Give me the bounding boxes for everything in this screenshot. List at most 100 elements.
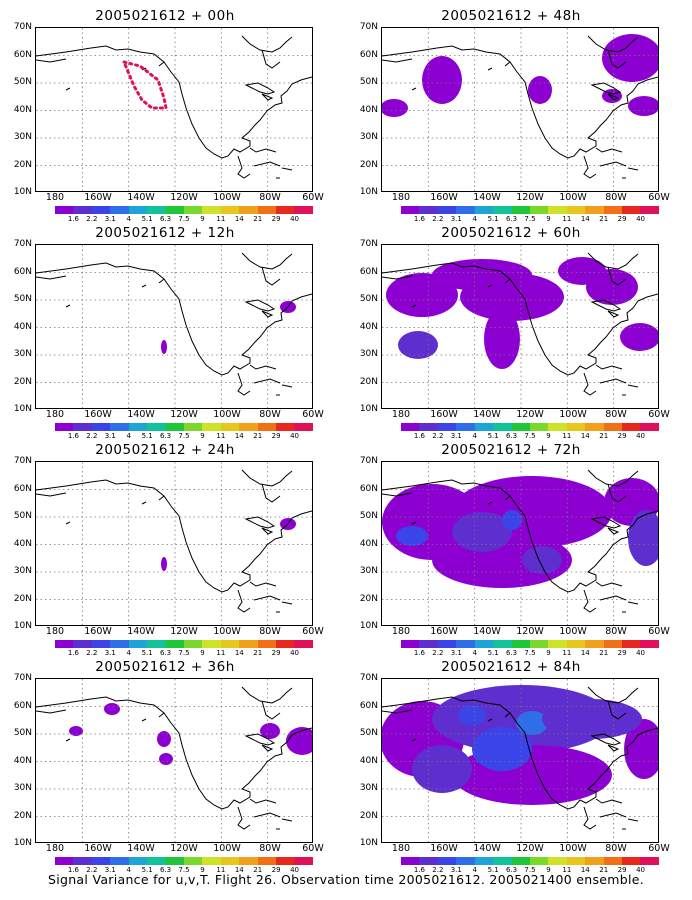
coastline [241, 252, 293, 286]
colorbar-label: 9 [200, 215, 205, 223]
colorbar-swatch [419, 423, 438, 431]
latitude-tick-label: 50N [359, 728, 378, 738]
latitude-tick-label: 70N [359, 456, 378, 466]
longitude-tick-label: 60W [302, 192, 324, 203]
variance-contour [386, 273, 458, 317]
longitude-tick-label: 80W [259, 409, 281, 420]
latitude-tick-label: 40N [13, 538, 32, 549]
coastline [587, 252, 639, 286]
colorbar-label: 29 [271, 432, 281, 440]
latitude-tick-label: 40N [359, 755, 378, 766]
colorbar-label: 40 [636, 432, 646, 440]
colorbar-swatch [548, 640, 567, 648]
colorbar-swatch [566, 423, 586, 431]
colorbar-label: 7.5 [524, 215, 536, 223]
colorbar-swatch [640, 423, 659, 431]
colorbar-swatch [529, 640, 549, 648]
colorbar-swatch [183, 857, 203, 865]
colorbar-swatch [603, 423, 623, 431]
map-panel: 2005021612 + 00h 70N 60N 50N 40N 30N 20N 10N 180… [0, 6, 330, 223]
longitude-tick-label: 120W [516, 409, 544, 420]
latitude-tick-label: 60N [359, 483, 378, 494]
latitude-tick-label: 20N [359, 376, 378, 387]
colorbar-label: 29 [617, 432, 627, 440]
longitude-tick-label: 140W [127, 843, 155, 854]
coastline [587, 35, 639, 69]
colorbar-label: 1.6 [67, 866, 79, 874]
latitude-tick-label: 30N [13, 566, 32, 576]
variance-contour [484, 309, 520, 369]
longitude-tick-label: 160W [430, 843, 458, 854]
colorbar-label: 5.1 [141, 649, 153, 657]
variance-contour [422, 56, 462, 104]
longitude-tick-label: 120W [170, 409, 198, 420]
colorbar-label: 9 [200, 432, 205, 440]
latitude-tick-label: 70N [359, 22, 378, 32]
colorbar-label: 40 [290, 215, 300, 223]
variance-contour [161, 340, 167, 354]
colorbar-swatch [128, 857, 148, 865]
colorbar-swatch [437, 206, 457, 214]
colorbar-swatch [220, 206, 240, 214]
colorbar-swatch [165, 640, 184, 648]
colorbar-label: 21 [599, 866, 609, 874]
colorbar-label: 1.6 [413, 215, 425, 223]
colorbar-swatch [147, 640, 166, 648]
colorbar-label: 40 [290, 866, 300, 874]
coastline [382, 479, 658, 613]
latitude-tick-label: 20N [13, 810, 32, 821]
latitude-tick-label: 10N [13, 187, 32, 197]
colorbar-swatch [474, 857, 494, 865]
colorbar-swatch [622, 206, 641, 214]
colorbar-label: 11 [562, 649, 572, 657]
coastline [244, 82, 276, 101]
colorbar-label: 5.1 [487, 432, 499, 440]
colorbar-label: 21 [599, 215, 609, 223]
colorbar-swatch [55, 423, 74, 431]
coastline [411, 501, 639, 613]
latitude-tick-label: 60N [13, 266, 32, 277]
colorbar [401, 857, 659, 865]
colorbar-swatch [202, 206, 221, 214]
colorbar-swatch [257, 640, 277, 648]
colorbar-swatch [529, 857, 549, 865]
variance-contour [396, 526, 428, 546]
longitude-tick-label: 120W [170, 192, 198, 203]
colorbar-swatch [239, 423, 258, 431]
latitude-tick-label: 10N [359, 621, 378, 631]
colorbar-swatch [622, 640, 641, 648]
longitude-tick-label: 160W [430, 626, 458, 637]
variance-contour [161, 557, 167, 571]
map-frame [35, 244, 313, 409]
longitude-tick-label: 100W [559, 409, 587, 420]
colorbar-swatch [91, 857, 111, 865]
colorbar-swatch [110, 857, 129, 865]
colorbar-label: 11 [216, 215, 226, 223]
colorbar-label: 21 [253, 432, 263, 440]
colorbar-swatch [147, 206, 166, 214]
longitude-tick-label: 120W [516, 192, 544, 203]
flight-track [121, 59, 168, 110]
colorbar-label: 6.3 [159, 649, 172, 657]
longitude-tick-label: 80W [605, 409, 627, 420]
longitude-tick-label: 160W [430, 192, 458, 203]
colorbar-swatch [165, 206, 184, 214]
colorbar-swatch [183, 423, 203, 431]
map-panel: 2005021612 + 36h 70N 60N 50N 40N 30N 20N 10N 180… [0, 657, 330, 874]
latitude-tick-label: 60N [13, 483, 32, 494]
colorbar-swatch [294, 640, 313, 648]
variance-contour [398, 331, 438, 359]
longitude-tick-label: 180 [391, 843, 411, 854]
colorbar-label: 1.6 [67, 215, 79, 223]
colorbar-label: 7.5 [178, 649, 190, 657]
latitude-tick-label: 20N [359, 159, 378, 170]
map-frame [35, 27, 313, 192]
colorbar-label: 21 [253, 866, 263, 874]
latitude-tick-label: 30N [359, 566, 378, 576]
latitude-tick-label: 30N [359, 349, 378, 359]
colorbar-swatch [493, 206, 512, 214]
map-canvas [382, 28, 658, 191]
latitude-tick-label: 50N [359, 77, 378, 87]
variance-contour [260, 723, 280, 739]
colorbar-swatch [276, 640, 295, 648]
